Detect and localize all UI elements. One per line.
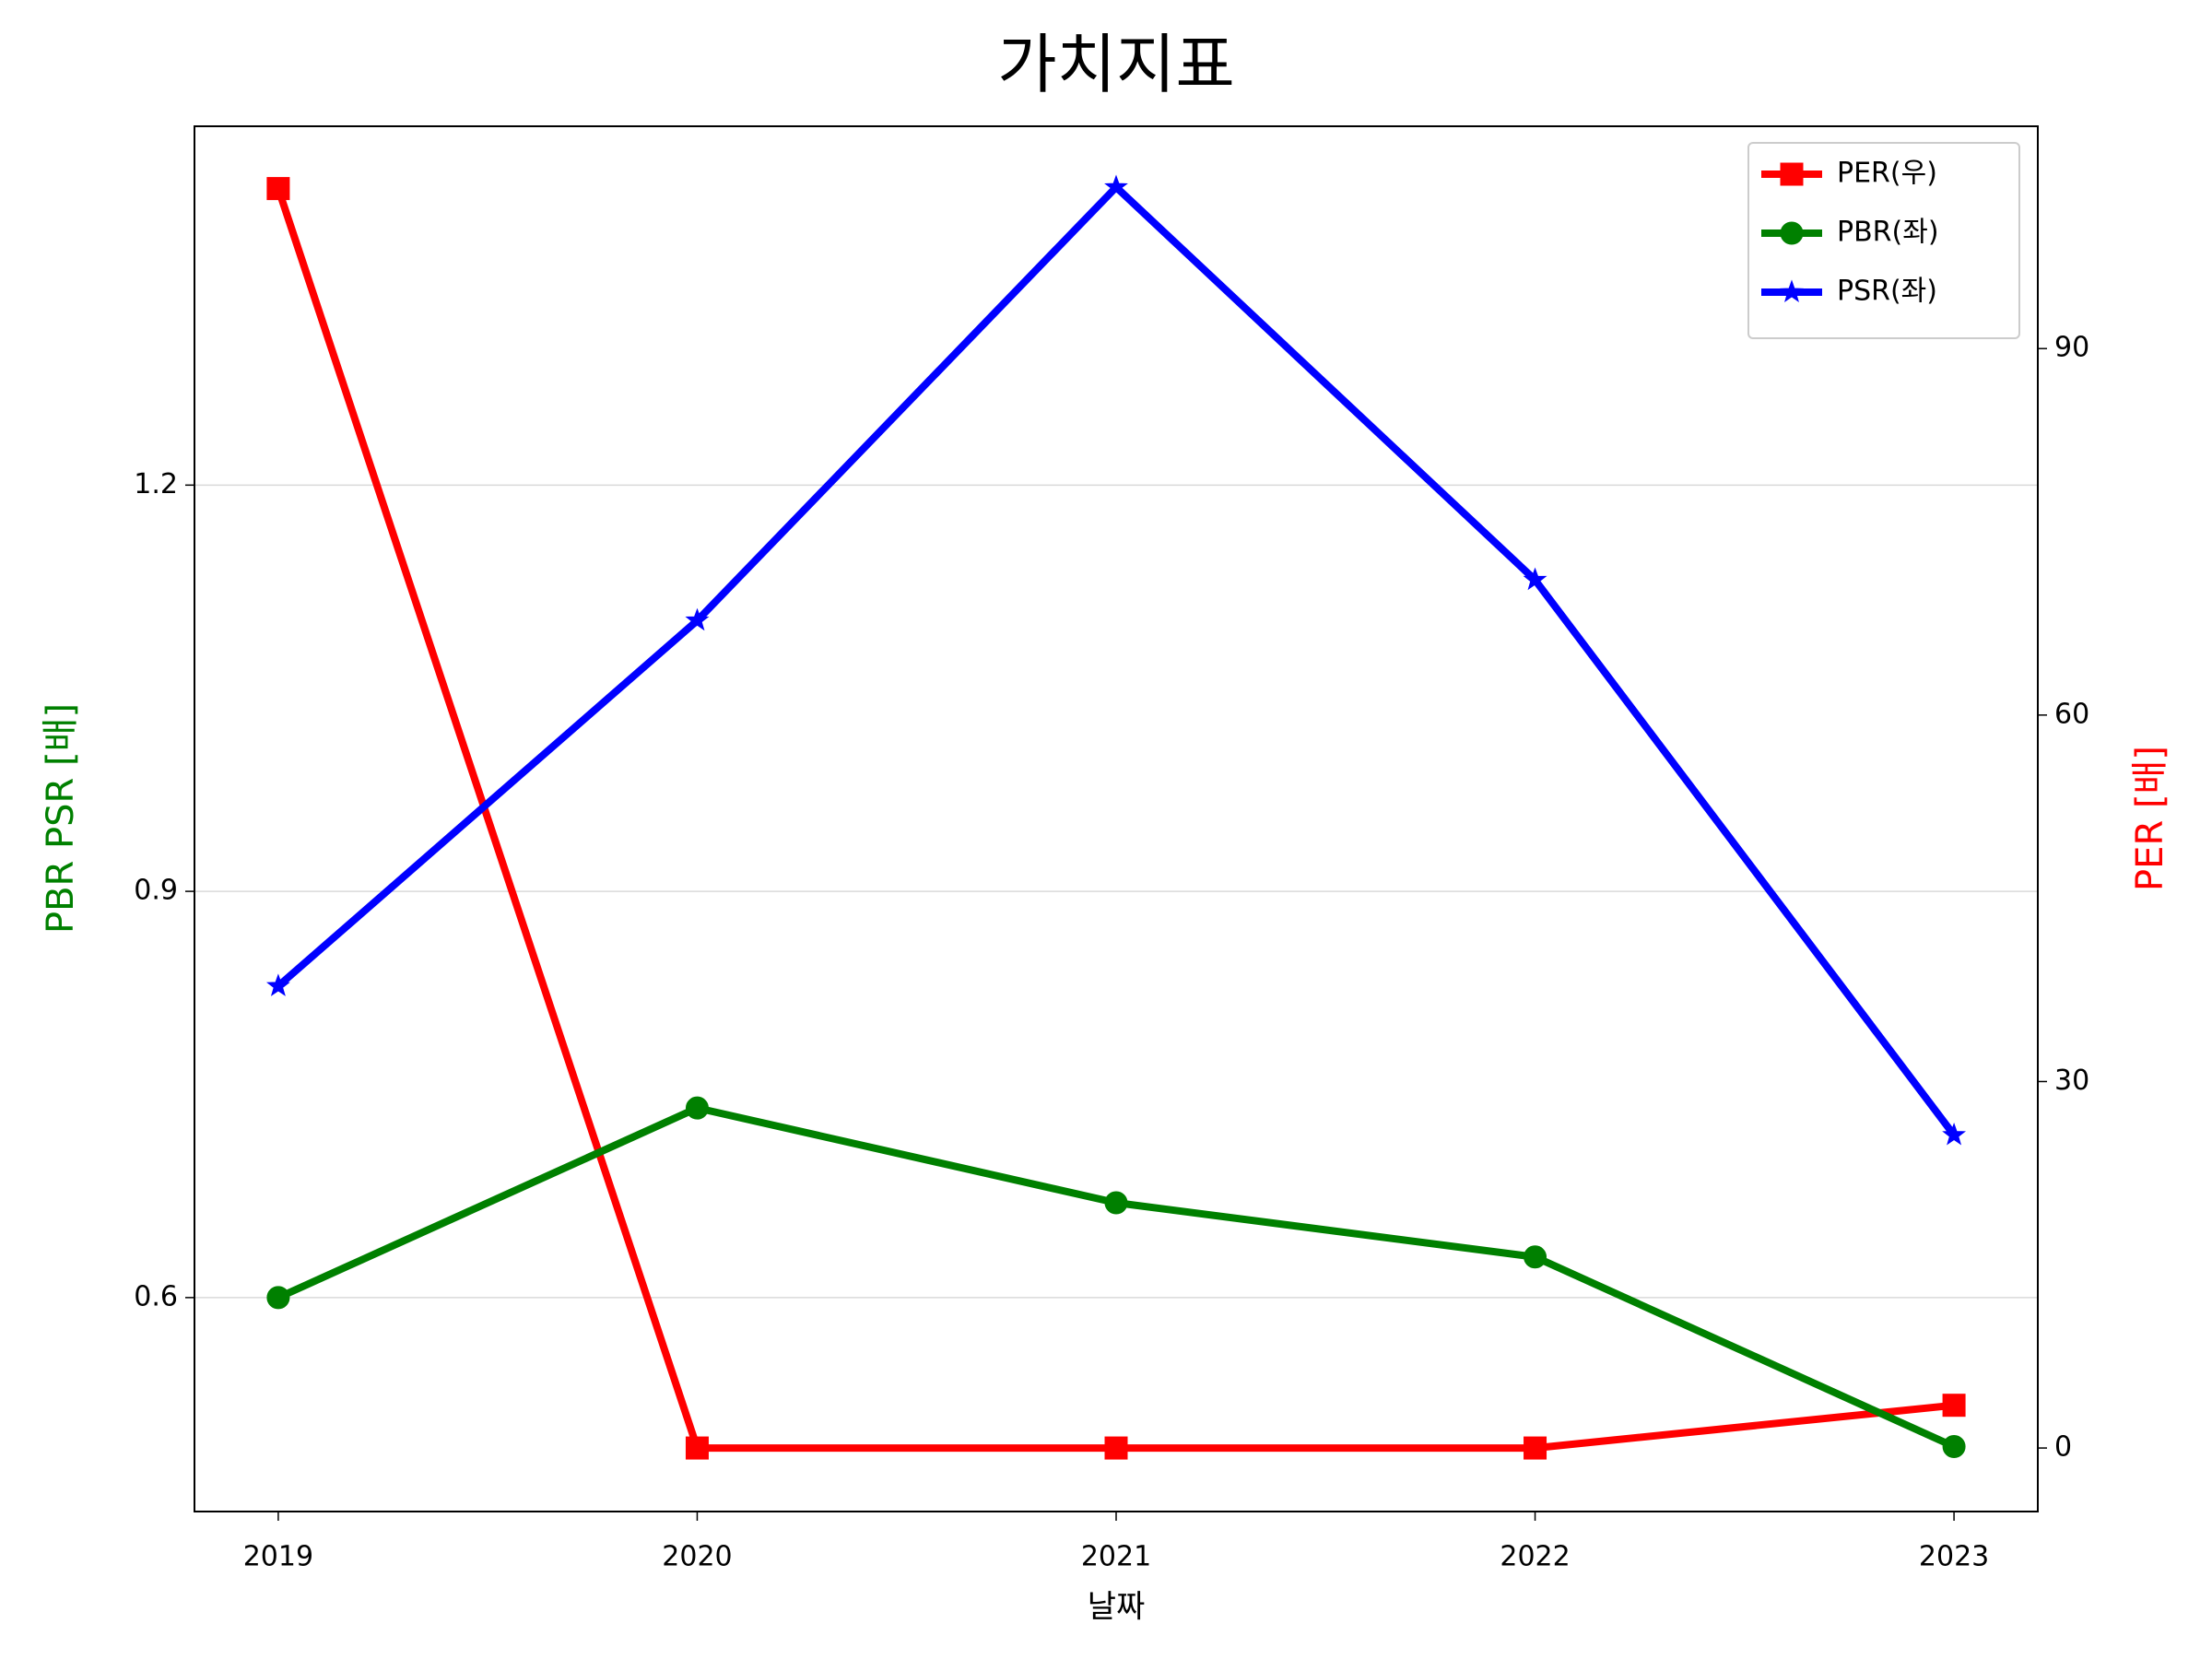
x-tick-label: 2020 xyxy=(662,1541,732,1573)
legend-label: PBR(좌) xyxy=(1837,217,1939,249)
marker xyxy=(1523,567,1547,591)
marker xyxy=(1942,1434,1966,1458)
marker xyxy=(685,607,710,631)
y2-tick-label: 60 xyxy=(2054,698,2089,730)
marker xyxy=(685,1096,709,1120)
y-tick-label: 0.9 xyxy=(134,875,178,907)
y2-tick-label: 30 xyxy=(2054,1065,2089,1097)
y2-axis-label: PER [배] xyxy=(2129,746,2171,891)
marker xyxy=(1104,1436,1128,1460)
series-line xyxy=(276,183,1958,1138)
y-tick-label: 0.6 xyxy=(134,1280,178,1312)
legend-label: PSR(좌) xyxy=(1837,276,1937,308)
y-tick-label: 1.2 xyxy=(134,468,178,500)
marker xyxy=(1942,1123,1967,1146)
x-tick-label: 2019 xyxy=(243,1541,313,1573)
series-line xyxy=(275,187,1955,1453)
y2-tick-label: 90 xyxy=(2054,332,2089,364)
marker xyxy=(1104,1191,1128,1215)
legend-marker xyxy=(1780,279,1804,303)
x-tick-label: 2021 xyxy=(1081,1541,1151,1573)
marker xyxy=(1524,1436,1547,1460)
x-tick-label: 2022 xyxy=(1500,1541,1570,1573)
legend-marker xyxy=(1780,162,1804,186)
chart-title: 가치지표 xyxy=(997,27,1235,102)
x-tick-label: 2023 xyxy=(1919,1541,1989,1573)
marker xyxy=(1524,1245,1547,1269)
marker xyxy=(685,1436,709,1460)
marker xyxy=(1942,1394,1966,1418)
legend-marker xyxy=(1780,221,1804,245)
marker xyxy=(266,973,290,996)
marker xyxy=(266,177,290,201)
series-line xyxy=(276,1104,1956,1451)
plot-frame xyxy=(194,125,2039,1512)
y-axis-label: PBR PSR [배] xyxy=(40,703,82,934)
legend-label: PER(우) xyxy=(1837,158,1937,190)
marker xyxy=(1104,174,1128,198)
y2-tick-label: 0 xyxy=(2054,1431,2072,1464)
marker xyxy=(266,1286,290,1310)
x-axis-label: 날짜 xyxy=(1088,1589,1146,1626)
